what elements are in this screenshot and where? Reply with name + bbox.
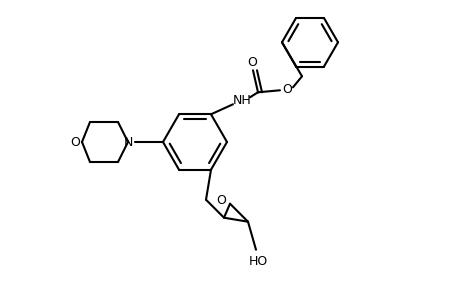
Text: O: O (281, 83, 291, 96)
Text: O: O (70, 136, 80, 148)
Text: HO: HO (248, 255, 267, 268)
Text: NH: NH (232, 94, 251, 107)
Text: O: O (246, 56, 257, 69)
Text: N: N (123, 136, 132, 148)
Text: O: O (216, 194, 225, 207)
